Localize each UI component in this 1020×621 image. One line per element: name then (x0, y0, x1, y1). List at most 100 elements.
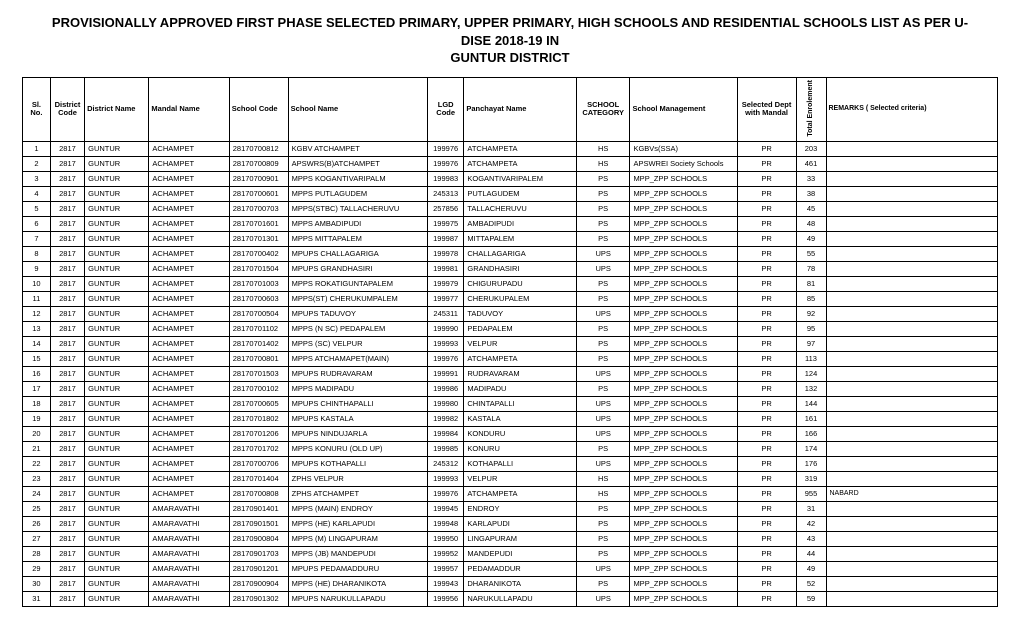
col-remarks: REMARKS ( Selected criteria) (826, 77, 998, 141)
cell: VELPUR (464, 471, 577, 486)
cell: MPPS (SC) VELPUR (288, 336, 427, 351)
cell: CHERUKUPALEM (464, 291, 577, 306)
cell: MPP_ZPP SCHOOLS (630, 591, 737, 606)
cell: 199979 (427, 276, 463, 291)
cell: 161 (796, 411, 826, 426)
cell: MPUPS PEDAMADDURU (288, 561, 427, 576)
table-row: 152817GUNTURACHAMPET28170700801MPPS ATCH… (23, 351, 998, 366)
col-panch: Panchayat Name (464, 77, 577, 141)
cell: MPP_ZPP SCHOOLS (630, 276, 737, 291)
table-row: 312817GUNTURAMARAVATHI28170901302MPUPS N… (23, 591, 998, 606)
cell: 81 (796, 276, 826, 291)
cell: MPPS KOGANTIVARIPALM (288, 171, 427, 186)
cell: 199991 (427, 366, 463, 381)
cell: MPUPS KASTALA (288, 411, 427, 426)
cell: 2817 (50, 456, 84, 471)
cell: 10 (23, 276, 51, 291)
cell: PS (576, 291, 630, 306)
cell: UPS (576, 246, 630, 261)
cell: 2817 (50, 141, 84, 156)
cell (826, 456, 998, 471)
cell: GUNTUR (85, 351, 149, 366)
cell: KASTALA (464, 411, 577, 426)
col-sname: School Name (288, 77, 427, 141)
cell (826, 396, 998, 411)
cell: 28170900904 (229, 576, 288, 591)
cell: 144 (796, 396, 826, 411)
cell: 28170701301 (229, 231, 288, 246)
cell: 78 (796, 261, 826, 276)
cell: 28 (23, 546, 51, 561)
cell: PS (576, 216, 630, 231)
cell: PR (737, 156, 796, 171)
cell: GUNTUR (85, 186, 149, 201)
cell: 43 (796, 531, 826, 546)
cell: 176 (796, 456, 826, 471)
cell (826, 231, 998, 246)
cell: 199976 (427, 351, 463, 366)
cell: PR (737, 576, 796, 591)
cell: GUNTUR (85, 486, 149, 501)
cell: MPP_ZPP SCHOOLS (630, 546, 737, 561)
table-row: 122817GUNTURACHAMPET28170700504MPUPS TAD… (23, 306, 998, 321)
cell: RUDRAVARAM (464, 366, 577, 381)
cell: 28170700703 (229, 201, 288, 216)
cell: 49 (796, 231, 826, 246)
cell: MPPS PUTLAGUDEM (288, 186, 427, 201)
cell: 28170901401 (229, 501, 288, 516)
cell: 55 (796, 246, 826, 261)
table-row: 182817GUNTURACHAMPET28170700605MPUPS CHI… (23, 396, 998, 411)
cell: GRANDHASIRI (464, 261, 577, 276)
col-enrol: Total Enrolement (796, 77, 826, 141)
cell: 28170901302 (229, 591, 288, 606)
cell: AMARAVATHI (149, 576, 229, 591)
cell: 199977 (427, 291, 463, 306)
cell: 97 (796, 336, 826, 351)
cell: PR (737, 516, 796, 531)
cell: MPPS(ST) CHERUKUMPALEM (288, 291, 427, 306)
cell: 132 (796, 381, 826, 396)
cell: MPP_ZPP SCHOOLS (630, 261, 737, 276)
cell: 6 (23, 216, 51, 231)
cell: PR (737, 471, 796, 486)
cell (826, 186, 998, 201)
cell: 2817 (50, 561, 84, 576)
table-row: 132817GUNTURACHAMPET28170701102MPPS (N S… (23, 321, 998, 336)
cell: 49 (796, 561, 826, 576)
cell: 12 (23, 306, 51, 321)
table-row: 82817GUNTURACHAMPET28170700402MPUPS CHAL… (23, 246, 998, 261)
cell: 31 (796, 501, 826, 516)
cell: PR (737, 561, 796, 576)
cell: 955 (796, 486, 826, 501)
table-row: 42817GUNTURACHAMPET28170700601MPPS PUTLA… (23, 186, 998, 201)
cell: VELPUR (464, 336, 577, 351)
cell: 199945 (427, 501, 463, 516)
cell: ACHAMPET (149, 216, 229, 231)
cell: 2817 (50, 381, 84, 396)
cell: HS (576, 141, 630, 156)
cell: GUNTUR (85, 516, 149, 531)
cell: MPPS ROKATIGUNTAPALEM (288, 276, 427, 291)
cell: 174 (796, 441, 826, 456)
table-row: 112817GUNTURACHAMPET28170700603MPPS(ST) … (23, 291, 998, 306)
cell: 2817 (50, 186, 84, 201)
cell: ACHAMPET (149, 231, 229, 246)
cell: NABARD (826, 486, 998, 501)
cell: 28170701102 (229, 321, 288, 336)
cell: 4 (23, 186, 51, 201)
table-row: 252817GUNTURAMARAVATHI28170901401MPPS (M… (23, 501, 998, 516)
cell: MPP_ZPP SCHOOLS (630, 531, 737, 546)
cell: ACHAMPET (149, 441, 229, 456)
table-row: 162817GUNTURACHAMPET28170701503MPUPS RUD… (23, 366, 998, 381)
cell: CHALLAGARIGA (464, 246, 577, 261)
cell: 95 (796, 321, 826, 336)
cell: 28170701402 (229, 336, 288, 351)
cell: 28170701702 (229, 441, 288, 456)
cell: 14 (23, 336, 51, 351)
cell: PR (737, 456, 796, 471)
cell: TADUVOY (464, 306, 577, 321)
cell: MPPS (JB) MANDEPUDI (288, 546, 427, 561)
table-row: 222817GUNTURACHAMPET28170700706MPUPS KOT… (23, 456, 998, 471)
cell: 28170700808 (229, 486, 288, 501)
cell: 199976 (427, 141, 463, 156)
